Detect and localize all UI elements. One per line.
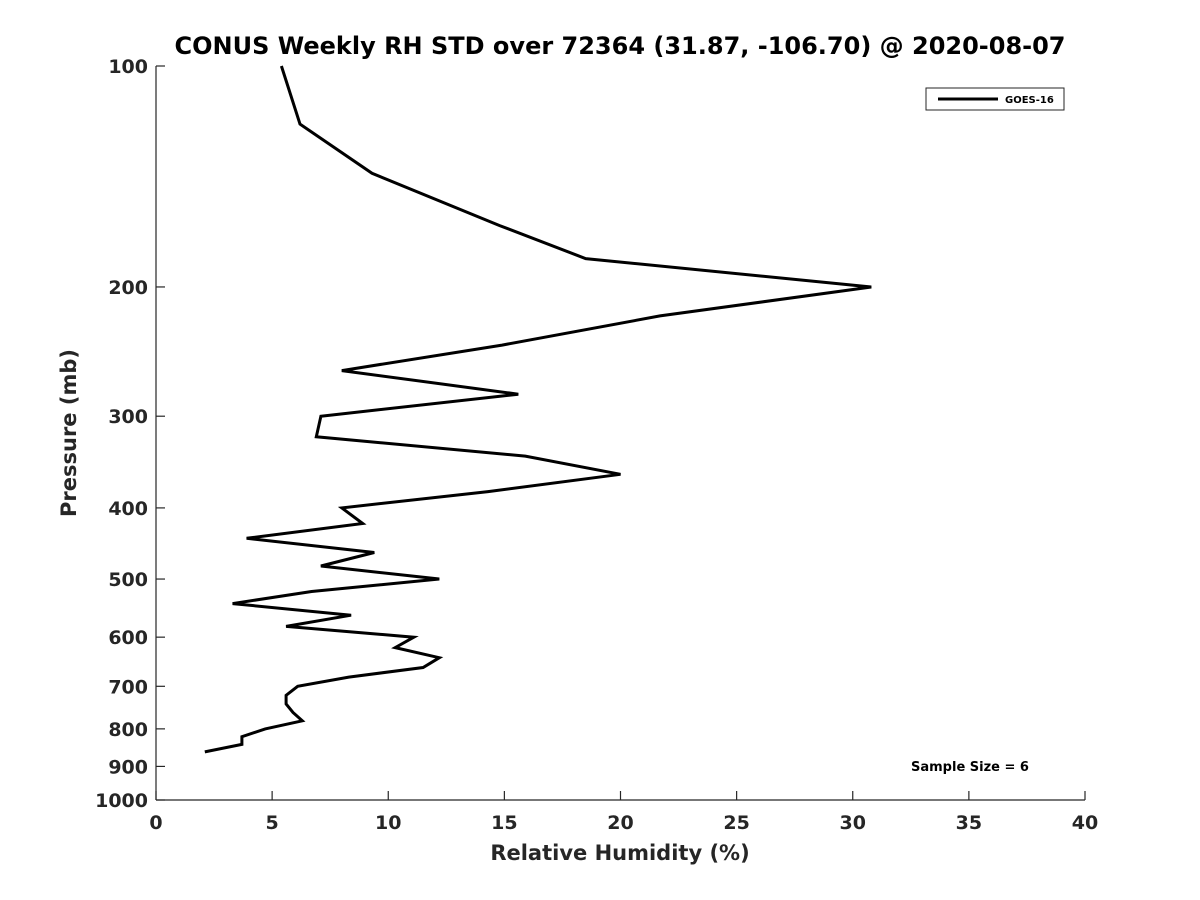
- y-tick-label: 100: [108, 56, 148, 78]
- y-tick-label: 500: [108, 569, 148, 591]
- y-tick-label: 900: [108, 756, 148, 778]
- series-layer: [204, 65, 872, 754]
- series-line-goes-16: [204, 65, 872, 754]
- sample-size-annotation: Sample Size = 6: [911, 760, 1029, 775]
- x-tick-label: 40: [1072, 812, 1098, 834]
- y-tick-label: 600: [108, 627, 148, 649]
- y-axis-ticks: 100 200 300 400 500 600 700 800 900 1000: [95, 56, 165, 812]
- x-tick-label: 5: [266, 812, 279, 834]
- x-tick-label: 30: [840, 812, 866, 834]
- legend: GOES-16: [925, 87, 1065, 111]
- x-tick-label: 15: [491, 812, 517, 834]
- x-tick-label: 20: [607, 812, 633, 834]
- y-axis-label: Pressure (mb): [57, 349, 81, 517]
- y-tick-label: 400: [108, 498, 148, 520]
- y-tick-label: 800: [108, 719, 148, 741]
- x-tick-label: 10: [375, 812, 401, 834]
- x-axis-ticks: 0 5 10 15 20 25 30 35 40: [149, 791, 1098, 834]
- chart-title: CONUS Weekly RH STD over 72364 (31.87, -…: [174, 32, 1065, 60]
- x-tick-label: 25: [723, 812, 749, 834]
- y-tick-label: 200: [108, 277, 148, 299]
- legend-label: GOES-16: [1005, 95, 1054, 106]
- y-tick-label: 300: [108, 406, 148, 428]
- y-tick-label: 700: [108, 676, 148, 698]
- x-axis-label: Relative Humidity (%): [490, 841, 749, 865]
- x-tick-label: 0: [149, 812, 162, 834]
- x-tick-label: 35: [956, 812, 982, 834]
- y-tick-label: 1000: [95, 790, 148, 812]
